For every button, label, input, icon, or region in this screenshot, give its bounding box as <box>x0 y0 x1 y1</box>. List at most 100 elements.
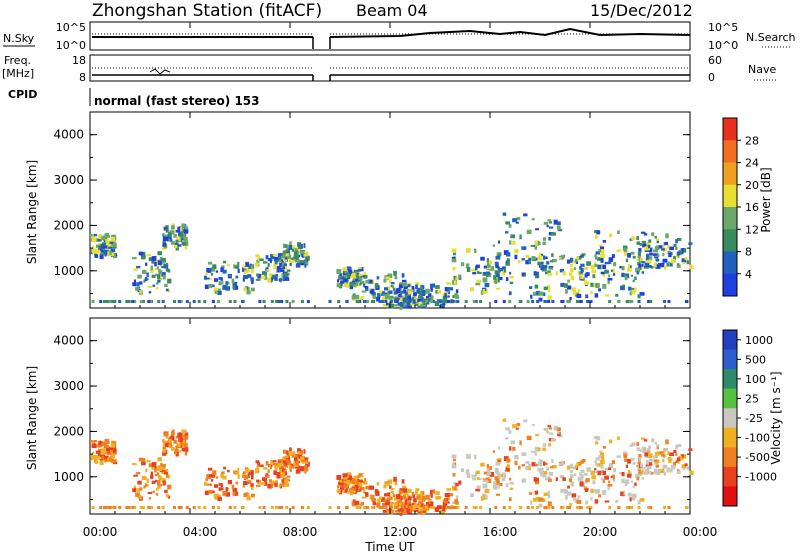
velocity-cell <box>281 483 284 486</box>
velocity-cell <box>521 479 525 482</box>
power-cell <box>533 291 537 296</box>
velocity-cell <box>402 488 408 493</box>
velocity-cell <box>636 477 640 481</box>
colorbar-tick-label: 1000 <box>745 334 773 347</box>
power-cell <box>212 264 217 270</box>
power-cell <box>509 240 512 245</box>
time-x-axis: 00:00 04:00 08:00 12:00 16:00 20:00 00:00 <box>83 22 717 539</box>
velocity-cell <box>562 477 566 481</box>
velocity-cell <box>287 453 291 457</box>
velocity-cell <box>675 460 680 463</box>
power-cell <box>102 300 106 303</box>
velocity-cell <box>339 478 342 483</box>
power-cell <box>270 300 274 303</box>
power-cell <box>181 241 187 246</box>
velocity-cell <box>118 506 122 509</box>
power-cell <box>617 230 620 235</box>
velocity-cell <box>355 487 359 493</box>
power-cell <box>662 258 668 263</box>
velocity-cell <box>345 506 349 509</box>
velocity-cell <box>600 477 605 481</box>
velocity-cell <box>505 468 510 472</box>
power-cell <box>586 261 592 266</box>
velocity-cell <box>427 499 432 502</box>
velocity-cell <box>247 473 250 478</box>
power-cell <box>492 244 496 247</box>
power-cell <box>262 261 268 264</box>
velocity-cell <box>157 485 161 489</box>
x-tick-label: 20:00 <box>583 525 618 539</box>
velocity-cell <box>269 466 273 470</box>
velocity-cell <box>290 465 295 469</box>
velocity-cell <box>415 490 418 495</box>
power-cell <box>401 279 407 283</box>
velocity-cell <box>569 470 574 473</box>
velocity-cell <box>437 505 441 509</box>
velocity-cell <box>91 454 97 460</box>
power-cell <box>303 251 309 254</box>
velocity-cell <box>437 495 442 500</box>
power-cell <box>283 258 288 262</box>
velocity-cell <box>272 460 277 463</box>
velocity-cell <box>157 506 161 509</box>
velocity-cell <box>268 464 271 468</box>
power-cell <box>340 276 345 280</box>
velocity-cell <box>484 488 490 494</box>
power-cell <box>402 282 408 287</box>
velocity-cell <box>453 458 456 462</box>
velocity-cell <box>100 457 105 461</box>
velocity-cell <box>505 427 510 431</box>
velocity-cell <box>348 472 352 476</box>
power-cell <box>135 286 140 291</box>
velocity-cell <box>394 481 398 486</box>
power-cell <box>367 279 373 284</box>
velocity-cell <box>137 480 142 485</box>
velocity-cell <box>497 484 500 489</box>
velocity-cell <box>278 506 282 509</box>
velocity-cell <box>246 496 251 501</box>
velocity-cell <box>566 465 571 470</box>
power-cell <box>232 285 236 291</box>
power-cell <box>594 230 598 234</box>
power-cell <box>631 236 636 241</box>
power-cell <box>175 245 179 251</box>
velocity-cell <box>518 506 522 509</box>
power-cell <box>150 265 153 271</box>
velocity-cell <box>498 475 501 479</box>
velocity-cell <box>648 453 652 459</box>
power-cell <box>617 300 621 303</box>
power-cell <box>94 254 99 258</box>
power-cell <box>425 300 429 303</box>
freq-label-line2: [MHz] <box>2 67 34 80</box>
power-cell <box>281 273 284 277</box>
velocity-cell <box>540 472 545 477</box>
power-cell <box>420 304 424 308</box>
power-cell <box>265 255 269 260</box>
power-cell <box>535 228 539 231</box>
power-cell <box>626 267 632 272</box>
power-cell <box>444 287 447 292</box>
power-cell <box>479 300 483 303</box>
velocity-cell <box>250 483 254 488</box>
power-cell <box>566 259 571 264</box>
velocity-cell <box>597 470 602 476</box>
power-cell <box>595 235 599 239</box>
colorbar-tick-label: 20 <box>745 179 759 192</box>
power-cell <box>654 246 659 250</box>
power-cell <box>553 219 558 225</box>
power-cell <box>289 241 292 246</box>
velocity-cell <box>181 431 186 435</box>
velocity-cell <box>104 458 107 463</box>
velocity-cell <box>470 493 474 498</box>
station-title: Zhongshan Station (fitACF) <box>92 1 322 21</box>
power-cell <box>348 273 354 278</box>
power-cell <box>370 300 374 303</box>
velocity-cell <box>403 495 407 500</box>
velocity-cell <box>351 478 356 484</box>
power-cell <box>583 280 588 284</box>
power-cell <box>473 248 477 254</box>
velocity-cell <box>282 484 286 488</box>
velocity-cell <box>669 468 673 473</box>
colorbar-tick-label: 8 <box>745 246 752 259</box>
power-cell <box>286 269 291 272</box>
